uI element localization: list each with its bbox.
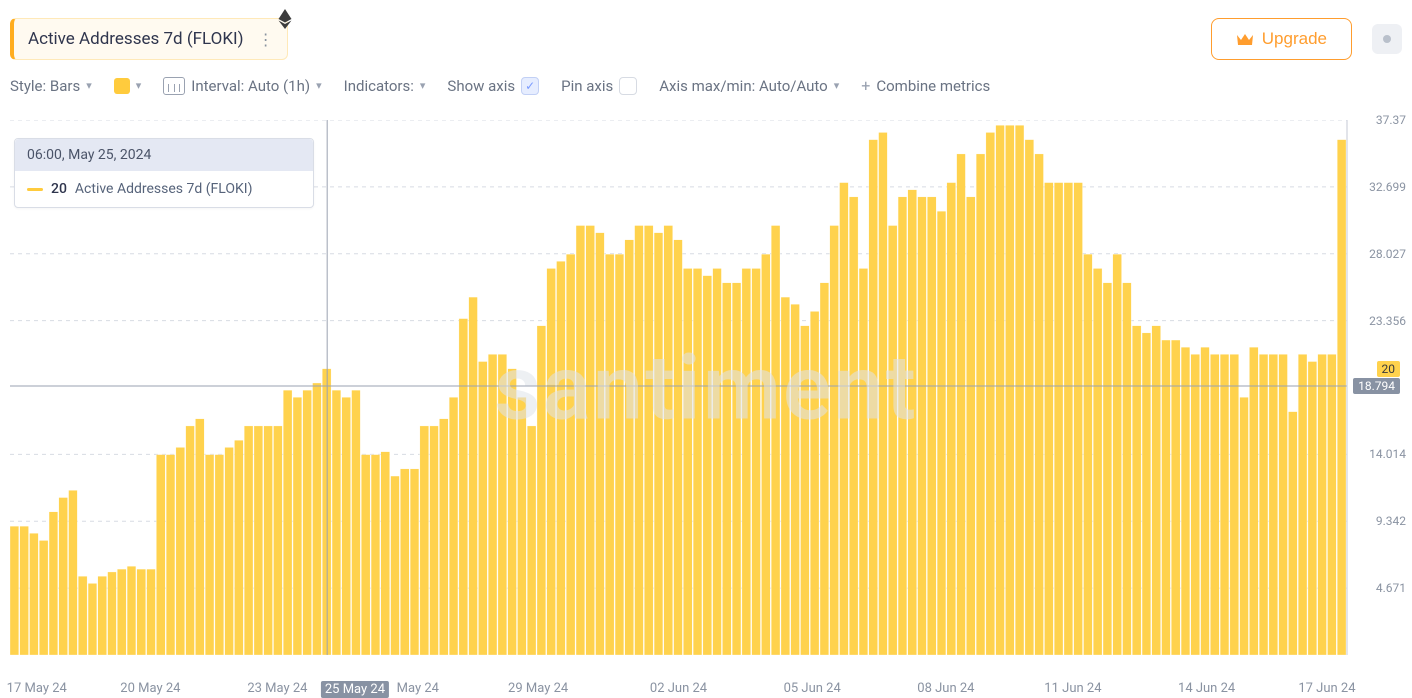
color-swatch-icon (114, 78, 130, 94)
y-tick: 23.356 (1369, 314, 1406, 328)
show-axis-toggle[interactable]: Show axis ✓ (447, 77, 539, 95)
y-axis: 37.3732.69928.02723.35614.0149.3424.6712… (1351, 120, 1406, 655)
interval-icon (163, 77, 185, 95)
series-color-icon (27, 188, 43, 191)
chart-toolbar: Style: Bars ▾ ▾ Interval: Auto (1h) ▾ In… (0, 70, 1412, 105)
y-tick: 37.37 (1376, 113, 1406, 127)
x-tick: 17 May 24 (7, 681, 67, 696)
combine-metrics-button[interactable]: + Combine metrics (861, 76, 990, 95)
y-tick: 4.671 (1376, 581, 1406, 595)
x-tick: 20 May 24 (120, 681, 180, 696)
y-tick: 32.699 (1369, 180, 1406, 194)
x-tick: 23 May 24 (247, 681, 307, 696)
x-tick: 29 May 24 (508, 681, 568, 696)
upgrade-label: Upgrade (1262, 29, 1327, 49)
cursor-line-badge: 18.794 (1353, 378, 1400, 394)
x-tick: 17 Jun 24 (1298, 681, 1355, 696)
tooltip-value: 20 (51, 181, 67, 197)
x-tick: 14 Jun 24 (1178, 681, 1235, 696)
interval-selector[interactable]: Interval: Auto (1h) ▾ (163, 77, 321, 95)
metric-pill[interactable]: Active Addresses 7d (FLOKI) ⋮ (10, 18, 288, 60)
checkbox-icon (619, 77, 637, 95)
ethereum-icon (275, 9, 295, 29)
style-selector[interactable]: Style: Bars ▾ (10, 77, 92, 95)
status-dot-icon (1383, 35, 1391, 43)
tooltip-metric: Active Addresses 7d (FLOKI) (75, 181, 253, 197)
y-tick: 28.027 (1369, 247, 1406, 261)
chevron-down-icon: ▾ (136, 79, 142, 92)
color-selector[interactable]: ▾ (114, 78, 142, 94)
x-tick: 25 May 24 (321, 681, 389, 698)
x-tick: 11 Jun 24 (1044, 681, 1101, 696)
cursor-value-badge: 20 (1377, 361, 1401, 377)
chevron-down-icon: ▾ (316, 79, 322, 92)
indicators-selector[interactable]: Indicators: ▾ (344, 77, 426, 95)
chevron-down-icon: ▾ (420, 79, 426, 92)
crown-icon (1236, 32, 1254, 46)
pin-axis-toggle[interactable]: Pin axis (561, 77, 637, 95)
axis-minmax-selector[interactable]: Axis max/min: Auto/Auto ▾ (659, 77, 839, 95)
plus-icon: + (861, 76, 870, 95)
status-indicator[interactable] (1372, 24, 1402, 54)
chevron-down-icon: ▾ (834, 79, 840, 92)
y-tick: 9.342 (1376, 514, 1406, 528)
hover-tooltip: 06:00, May 25, 2024 20 Active Addresses … (14, 138, 314, 208)
y-tick: 14.014 (1369, 447, 1406, 461)
x-tick: 02 Jun 24 (650, 681, 707, 696)
chevron-down-icon: ▾ (86, 79, 92, 92)
tooltip-timestamp: 06:00, May 25, 2024 (15, 139, 313, 171)
x-tick: May 24 (397, 681, 439, 696)
upgrade-button[interactable]: Upgrade (1211, 18, 1352, 60)
checkbox-checked-icon: ✓ (521, 77, 539, 95)
kebab-menu-icon[interactable]: ⋮ (258, 30, 273, 49)
metric-label: Active Addresses 7d (FLOKI) (28, 29, 244, 49)
x-tick: 08 Jun 24 (917, 681, 974, 696)
x-tick: 05 Jun 24 (784, 681, 841, 696)
